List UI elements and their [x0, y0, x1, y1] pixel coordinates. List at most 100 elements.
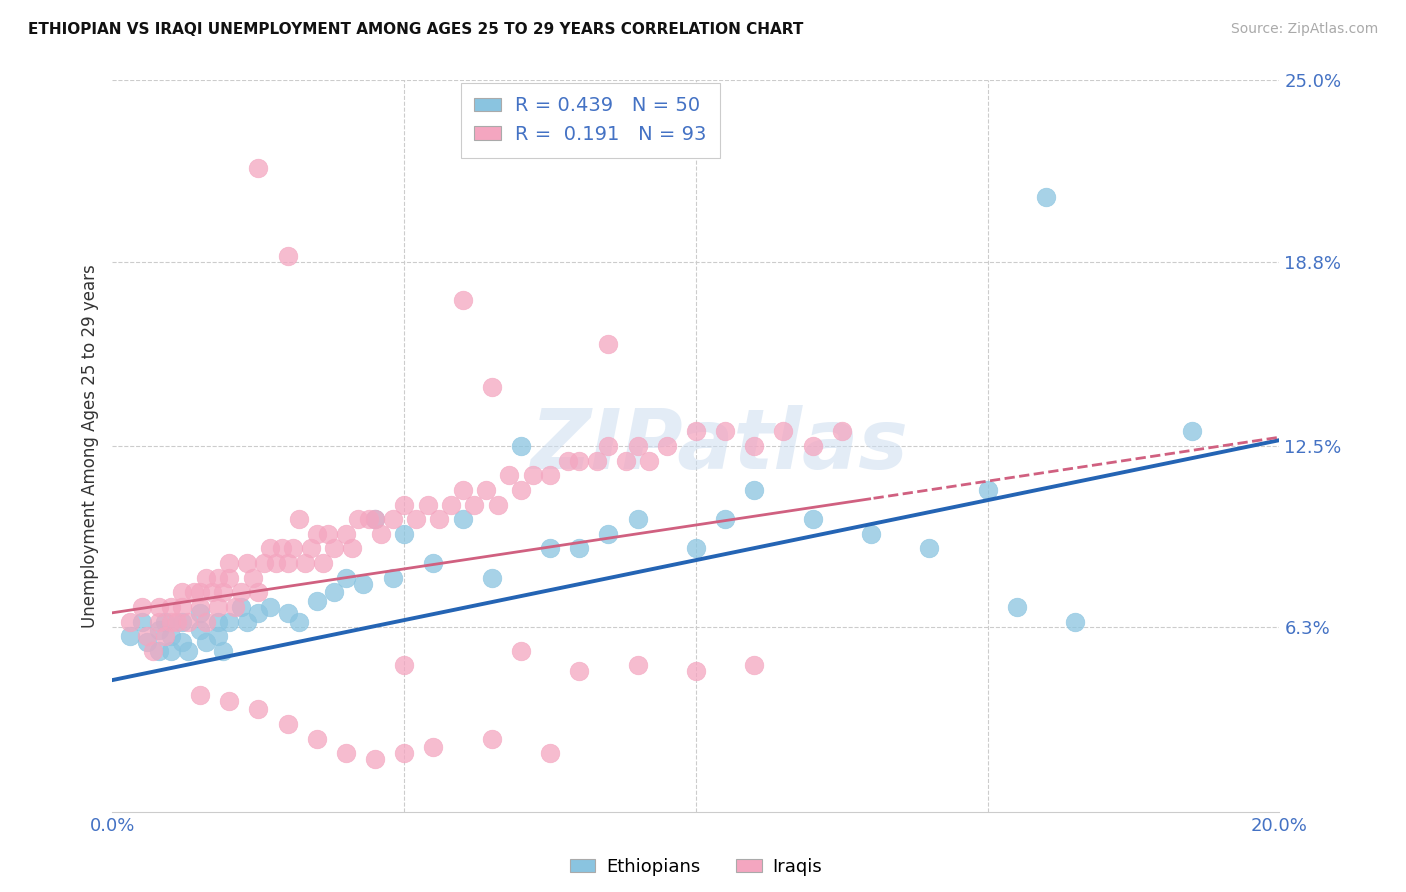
Point — [136, 635, 159, 649]
Point — [172, 635, 194, 649]
Point — [276, 606, 298, 620]
Point — [538, 541, 561, 556]
Point — [166, 615, 188, 629]
Point — [422, 740, 444, 755]
Point — [160, 644, 183, 658]
Point — [1181, 425, 1204, 439]
Point — [235, 615, 257, 629]
Point — [212, 644, 235, 658]
Point — [118, 629, 141, 643]
Text: Source: ZipAtlas.com: Source: ZipAtlas.com — [1230, 22, 1378, 37]
Point — [218, 693, 240, 707]
Point — [451, 512, 474, 526]
Point — [194, 571, 217, 585]
Point — [235, 556, 257, 570]
Point — [218, 556, 240, 570]
Point — [247, 606, 270, 620]
Point — [557, 453, 579, 467]
Point — [142, 644, 165, 658]
Point — [538, 746, 561, 760]
Point — [392, 658, 416, 673]
Point — [626, 512, 648, 526]
Point — [392, 526, 416, 541]
Point — [976, 483, 998, 497]
Point — [451, 293, 474, 307]
Point — [638, 453, 661, 467]
Point — [276, 556, 298, 570]
Point — [201, 585, 224, 599]
Point — [311, 556, 333, 570]
Point — [742, 439, 765, 453]
Y-axis label: Unemployment Among Ages 25 to 29 years: Unemployment Among Ages 25 to 29 years — [80, 264, 98, 628]
Point — [172, 615, 194, 629]
Point — [207, 615, 229, 629]
Point — [451, 483, 474, 497]
Point — [160, 615, 183, 629]
Point — [364, 512, 387, 526]
Point — [405, 512, 427, 526]
Text: ETHIOPIAN VS IRAQI UNEMPLOYMENT AMONG AGES 25 TO 29 YEARS CORRELATION CHART: ETHIOPIAN VS IRAQI UNEMPLOYMENT AMONG AG… — [28, 22, 803, 37]
Point — [352, 576, 374, 591]
Point — [685, 541, 707, 556]
Point — [136, 629, 159, 643]
Point — [242, 571, 264, 585]
Point — [276, 717, 298, 731]
Point — [172, 585, 194, 599]
Point — [148, 624, 170, 638]
Point — [381, 571, 404, 585]
Point — [299, 541, 322, 556]
Point — [598, 526, 620, 541]
Point — [153, 629, 176, 643]
Point — [509, 439, 531, 453]
Point — [264, 556, 287, 570]
Point — [685, 425, 707, 439]
Point — [323, 585, 346, 599]
Point — [335, 571, 357, 585]
Point — [207, 571, 229, 585]
Point — [364, 752, 387, 766]
Point — [188, 624, 211, 638]
Point — [335, 746, 357, 760]
Point — [831, 425, 853, 439]
Point — [714, 425, 737, 439]
Point — [305, 526, 328, 541]
Point — [568, 541, 591, 556]
Point — [188, 688, 211, 702]
Point — [1064, 615, 1087, 629]
Point — [772, 425, 794, 439]
Point — [486, 498, 509, 512]
Point — [288, 512, 311, 526]
Point — [568, 453, 591, 467]
Point — [598, 336, 620, 351]
Point — [305, 594, 328, 608]
Point — [160, 629, 183, 643]
Point — [305, 731, 328, 746]
Point — [224, 599, 246, 614]
Point — [427, 512, 450, 526]
Point — [283, 541, 305, 556]
Point — [801, 512, 824, 526]
Point — [538, 468, 561, 483]
Point — [188, 599, 211, 614]
Point — [218, 571, 240, 585]
Point — [276, 249, 298, 263]
Point — [364, 512, 387, 526]
Point — [626, 658, 648, 673]
Point — [131, 599, 153, 614]
Point — [370, 526, 392, 541]
Point — [509, 483, 531, 497]
Point — [153, 615, 176, 629]
Point — [481, 731, 503, 746]
Point — [148, 599, 170, 614]
Point — [522, 468, 544, 483]
Point — [481, 571, 503, 585]
Point — [598, 439, 620, 453]
Point — [323, 541, 346, 556]
Point — [475, 483, 498, 497]
Point — [253, 556, 276, 570]
Point — [172, 599, 194, 614]
Point — [392, 746, 416, 760]
Point — [742, 483, 765, 497]
Point — [685, 665, 707, 679]
Point — [259, 541, 281, 556]
